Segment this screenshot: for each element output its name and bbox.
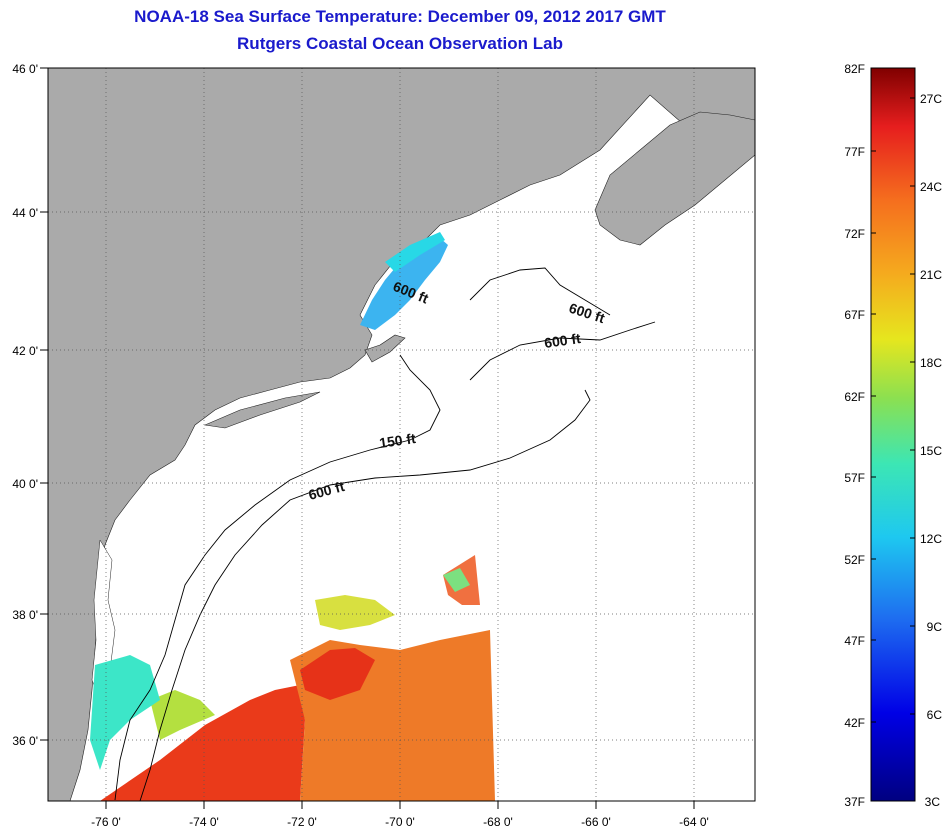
colorbar-label-21c: 21C bbox=[920, 268, 942, 282]
lon-label-74: -74 0' bbox=[189, 815, 219, 829]
map-frame bbox=[47, 67, 756, 802]
colorbar bbox=[870, 67, 916, 802]
colorbar-label-24c: 24C bbox=[920, 180, 942, 194]
colorbar-label-52f: 52F bbox=[844, 553, 865, 567]
isobath-600ft-south bbox=[139, 389, 591, 801]
sst-filament-yellow bbox=[315, 595, 395, 630]
colorbar-label-3c: 3C bbox=[925, 795, 941, 809]
lon-label-76: -76 0' bbox=[91, 815, 121, 829]
isobath-600ft-gulf-of-maine bbox=[469, 321, 656, 381]
contour-label-600ft-georges: 600 ft bbox=[543, 330, 582, 351]
land-long-island bbox=[203, 391, 321, 429]
colorbar-label-9c: 9C bbox=[927, 620, 943, 634]
colorbar-c-ticks bbox=[910, 97, 915, 715]
colorbar-label-6c: 6C bbox=[927, 708, 943, 722]
lat-label-44: 44 0' bbox=[12, 206, 38, 220]
colorbar-label-15c: 15C bbox=[920, 444, 942, 458]
colorbar-label-82f: 82F bbox=[844, 62, 865, 76]
map-title: NOAA-18 Sea Surface Temperature: Decembe… bbox=[134, 7, 666, 26]
lat-label-46: 46 0' bbox=[12, 62, 38, 76]
sst-warm-region bbox=[290, 630, 495, 801]
colorbar-f-ticks bbox=[871, 67, 876, 723]
isobath-600ft-georges bbox=[469, 267, 611, 316]
colorbar-label-72f: 72F bbox=[844, 227, 865, 241]
land-nova-scotia bbox=[594, 111, 755, 246]
colorbar-label-42f: 42F bbox=[844, 716, 865, 730]
sst-slope-green bbox=[150, 690, 215, 740]
sst-gulf-of-maine-cyan bbox=[385, 232, 445, 272]
lat-label-36: 36 0' bbox=[12, 734, 38, 748]
lon-label-68: -68 0' bbox=[483, 815, 513, 829]
colorbar-label-62f: 62F bbox=[844, 390, 865, 404]
colorbar-label-18c: 18C bbox=[920, 356, 942, 370]
sst-red-eddy bbox=[300, 648, 375, 700]
isobath-150ft bbox=[114, 354, 441, 801]
sst-shelf-cyan bbox=[90, 655, 160, 770]
sst-offshore-green bbox=[443, 568, 470, 592]
colorbar-label-77f: 77F bbox=[844, 145, 865, 159]
map-subtitle: Rutgers Coastal Ocean Observation Lab bbox=[237, 34, 563, 53]
sst-gulf-of-maine-cool bbox=[360, 238, 448, 330]
lat-label-40: 40 0' bbox=[12, 477, 38, 491]
lat-label-38: 38 0' bbox=[12, 608, 38, 622]
lon-label-72: -72 0' bbox=[287, 815, 317, 829]
contour-label-150ft: 150 ft bbox=[378, 430, 417, 451]
land-cape-cod bbox=[364, 334, 406, 363]
sst-gulf-stream-core bbox=[100, 685, 305, 801]
lon-label-70: -70 0' bbox=[385, 815, 415, 829]
lon-label-66: -66 0' bbox=[581, 815, 611, 829]
colorbar-label-47f: 47F bbox=[844, 634, 865, 648]
colorbar-label-37f: 37F bbox=[844, 795, 865, 809]
axis-ticks bbox=[40, 67, 695, 809]
colorbar-label-27c: 27C bbox=[920, 92, 942, 106]
colorbar-label-12c: 12C bbox=[920, 532, 942, 546]
lat-label-42: 42 0' bbox=[12, 344, 38, 358]
colorbar-label-57f: 57F bbox=[844, 471, 865, 485]
colorbar-label-67f: 67F bbox=[844, 308, 865, 322]
lon-label-64: -64 0' bbox=[679, 815, 709, 829]
